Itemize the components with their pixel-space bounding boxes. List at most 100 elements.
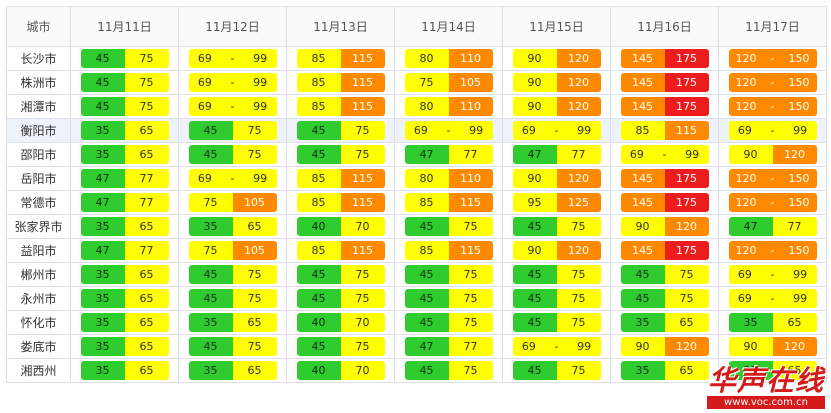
aqi-low-value: 35 (80, 217, 125, 236)
aqi-high-value: 65 (124, 145, 169, 164)
aqi-range-badge: 45 75 (620, 289, 709, 308)
aqi-range-badge: 85 115 (296, 169, 385, 188)
aqi-low-value: 40 (296, 217, 341, 236)
forecast-cell: 35 65 (610, 310, 719, 335)
table-row: 永州市 35 65 45 75 45 75 45 75 45 75 45 75 69-99 (6, 286, 827, 311)
date-column-header: 11月14日 (394, 6, 503, 47)
aqi-high-value: 99 (793, 268, 808, 281)
aqi-range-badge: 45 75 (620, 265, 709, 284)
aqi-range-segment: 69 - 99 (728, 121, 817, 140)
aqi-low-value: 45 (188, 289, 233, 308)
aqi-low-value: 47 (728, 217, 773, 236)
aqi-low-value: 35 (188, 217, 233, 236)
city-name: 湘西州 (6, 358, 71, 383)
aqi-low-value: 35 (188, 361, 233, 380)
aqi-range-badge: 85 115 (296, 73, 385, 92)
aqi-low-value: 35 (728, 313, 773, 332)
forecast-cell: 35 65 (70, 334, 179, 359)
forecast-cell: 45 75 (286, 286, 395, 311)
aqi-range-segment: 120-150 (728, 169, 817, 188)
aqi-high-value: 65 (232, 217, 277, 236)
aqi-range-badge: 47 77 (80, 241, 169, 260)
aqi-range-badge: 45 75 (296, 121, 385, 140)
aqi-high-value: 99 (685, 148, 700, 161)
aqi-range-badge: 80 110 (404, 97, 493, 116)
aqi-high-value: 75 (340, 265, 385, 284)
aqi-low-value: 85 (404, 241, 449, 260)
forecast-cell: 47 77 (718, 214, 827, 239)
aqi-high-value: 175 (664, 193, 709, 212)
aqi-range-badge: 90 120 (620, 337, 709, 356)
aqi-high-value: 115 (340, 193, 385, 212)
aqi-high-value: 77 (448, 145, 493, 164)
aqi-high-value: 99 (577, 124, 592, 137)
aqi-low-value: 120 (735, 52, 757, 65)
aqi-range-badge: 85 115 (404, 193, 493, 212)
aqi-high-value: 120 (556, 73, 601, 92)
city-name: 株洲市 (6, 70, 71, 95)
aqi-high-value: 115 (664, 121, 709, 140)
aqi-high-value: 175 (664, 241, 709, 260)
aqi-high-value: 110 (448, 97, 493, 116)
forecast-cell: 45 75 (610, 262, 719, 287)
aqi-range-badge: 45 75 (188, 265, 277, 284)
aqi-range-segment: 120-150 (728, 97, 817, 116)
forecast-cell: 90 120 (502, 166, 611, 191)
forecast-cell: 90 120 (610, 334, 719, 359)
aqi-range-badge: 45 75 (512, 289, 601, 308)
aqi-low-value: 120 (735, 76, 757, 89)
forecast-cell: 145 175 (610, 166, 719, 191)
aqi-high-value: 120 (556, 241, 601, 260)
aqi-high-value: 75 (556, 289, 601, 308)
aqi-high-value: 105 (232, 241, 277, 260)
aqi-low-value: 45 (296, 145, 341, 164)
aqi-range-badge: 145 175 (620, 193, 709, 212)
city-name: 邵阳市 (6, 142, 71, 167)
aqi-low-value: 45 (512, 289, 557, 308)
aqi-low-value: 45 (512, 265, 557, 284)
aqi-range-badge: 35 65 (80, 361, 169, 380)
aqi-range-badge: 69 - 99 (620, 145, 709, 164)
forecast-cell: 145 175 (610, 46, 719, 71)
aqi-low-value: 45 (80, 49, 125, 68)
date-column-header: 11月13日 (286, 6, 395, 47)
forecast-cell: 90 120 (718, 334, 827, 359)
aqi-low-value: 80 (404, 97, 449, 116)
aqi-low-value: 145 (620, 169, 665, 188)
aqi-high-value: 65 (772, 313, 817, 332)
aqi-range-segment: 69 - 99 (404, 121, 493, 140)
aqi-low-value: 45 (296, 337, 341, 356)
forecast-cell: 35 65 (178, 214, 287, 239)
aqi-range-badge: 45 75 (80, 73, 169, 92)
aqi-high-value: 65 (664, 361, 709, 380)
aqi-low-value: 69 (737, 292, 752, 305)
aqi-range-badge: 45 75 (188, 121, 277, 140)
aqi-low-value: 45 (188, 145, 233, 164)
table-row: 衡阳市 35 65 45 75 45 75 69-99 69-99 85 115 69-99 (6, 118, 827, 143)
aqi-range-badge: 120-150 (728, 49, 817, 68)
range-separator: - (662, 148, 667, 161)
aqi-high-value: 65 (232, 361, 277, 380)
city-name: 常德市 (6, 190, 71, 215)
aqi-range-segment: 69 - 99 (188, 49, 277, 68)
aqi-range-badge: 45 75 (188, 337, 277, 356)
forecast-cell: 45 75 (286, 262, 395, 287)
aqi-low-value: 45 (404, 289, 449, 308)
aqi-range-badge: 35 65 (188, 313, 277, 332)
forecast-cell: 69 - 99 (502, 118, 611, 143)
aqi-low-value: 145 (620, 193, 665, 212)
aqi-range-badge: 69 - 99 (512, 121, 601, 140)
aqi-high-value: 120 (664, 217, 709, 236)
forecast-cell: 145 175 (610, 190, 719, 215)
aqi-high-value: 150 (788, 244, 810, 257)
aqi-high-value: 75 (448, 289, 493, 308)
aqi-low-value: 45 (404, 361, 449, 380)
aqi-high-value: 115 (448, 193, 493, 212)
forecast-cell: 45 75 (502, 310, 611, 335)
aqi-high-value: 120 (664, 337, 709, 356)
city-name: 永州市 (6, 286, 71, 311)
forecast-cell: 90 120 (610, 214, 719, 239)
aqi-high-value: 75 (664, 265, 709, 284)
aqi-low-value: 47 (80, 193, 125, 212)
aqi-low-value: 75 (188, 241, 233, 260)
